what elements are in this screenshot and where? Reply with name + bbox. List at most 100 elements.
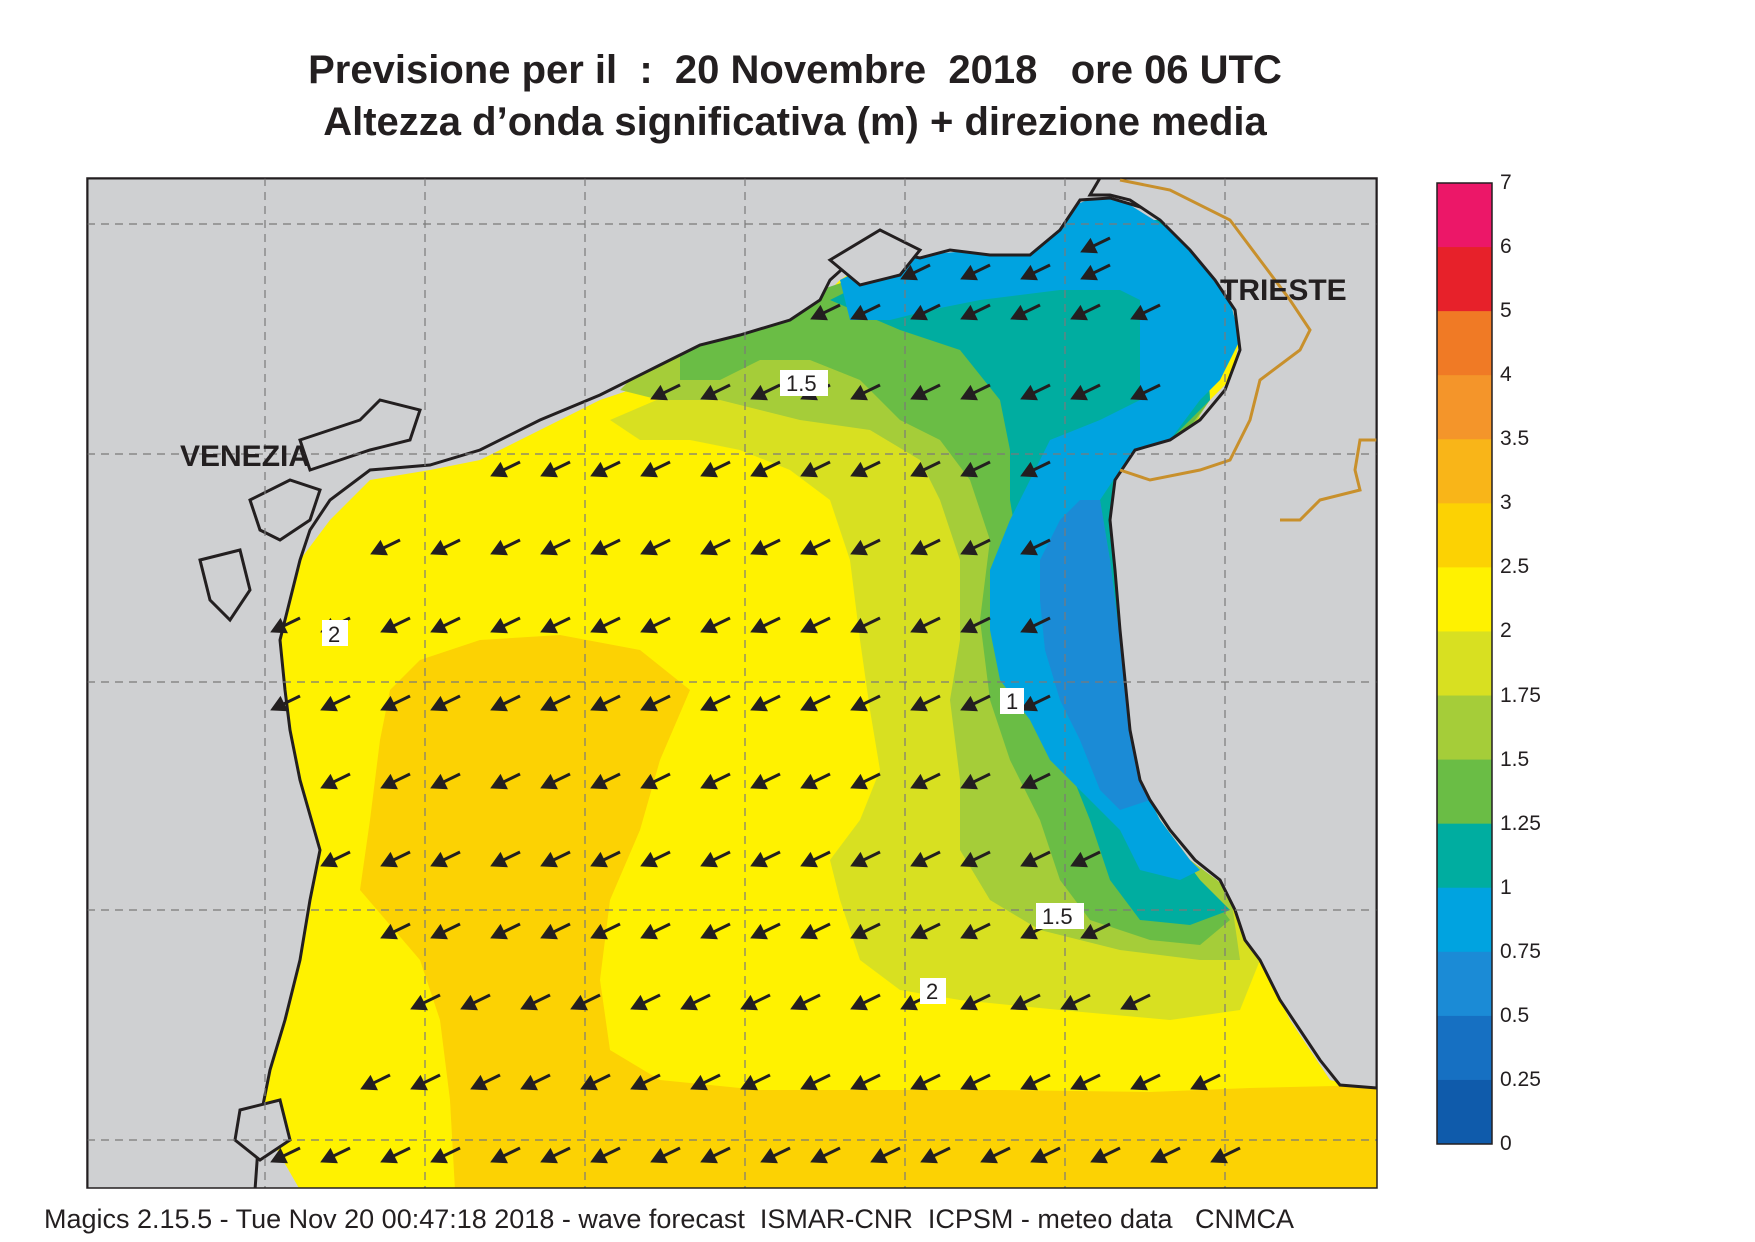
colorbar-label: 3 — [1500, 491, 1512, 515]
wave-arrow-head — [590, 1147, 608, 1164]
wave-arrow-head — [910, 617, 928, 634]
wave-arrow-head — [430, 851, 448, 868]
wave-arrow-head — [960, 695, 978, 712]
wave-arrow-head — [270, 617, 288, 634]
colorbar-swatch — [1437, 823, 1492, 889]
wave-arrow-head — [650, 384, 668, 401]
wave-arrow-head — [1010, 304, 1028, 321]
wave-arrow-head — [750, 923, 768, 940]
wave-arrow-head — [490, 923, 508, 940]
wave-band-2.5-3 — [360, 635, 1377, 1188]
wave-arrow-head — [960, 304, 978, 321]
wave-arrow-head — [910, 923, 928, 940]
wave-arrow-head — [540, 923, 558, 940]
wave-arrow-head — [430, 617, 448, 634]
wave-arrow-head — [370, 539, 388, 556]
wave-arrow-head — [850, 773, 868, 790]
colorbar-swatch — [1437, 439, 1492, 504]
colorbar-swatch — [1437, 951, 1492, 1017]
colorbar-label: 5 — [1500, 299, 1512, 323]
wave-arrow-head — [1150, 1147, 1168, 1164]
wave-arrow-head — [800, 539, 818, 556]
wave-arrow-head — [580, 1074, 598, 1091]
wave-arrow-head — [490, 539, 508, 556]
wave-arrow-head — [1070, 1074, 1088, 1091]
wave-arrow-head — [520, 1074, 538, 1091]
wave-arrow-head — [630, 1074, 648, 1091]
wave-arrow-head — [640, 617, 658, 634]
wave-arrow-head — [640, 539, 658, 556]
map-frame — [86, 177, 1378, 1189]
wave-arrow-head — [470, 1074, 488, 1091]
contour-label: 1.5 — [1042, 904, 1073, 929]
wave-arrow-head — [910, 773, 928, 790]
wave-arrow-head — [790, 994, 808, 1011]
wave-arrow-head — [410, 994, 428, 1011]
wave-arrow-head — [960, 264, 978, 281]
colorbar-label: 1.75 — [1500, 683, 1541, 707]
wave-arrow-head — [700, 617, 718, 634]
contour-labels: 1.5 2 1 1.5 2 — [322, 370, 1084, 1004]
wave-arrow-head — [850, 695, 868, 712]
wave-arrow-head — [800, 695, 818, 712]
wave-arrow-head — [380, 923, 398, 940]
land-east — [1087, 178, 1377, 1090]
wave-arrow-head — [910, 461, 928, 478]
wave-arrow-head — [490, 461, 508, 478]
wave-arrow-head — [1070, 851, 1088, 868]
colorbar-label: 4 — [1500, 363, 1512, 387]
wave-arrow-head — [700, 695, 718, 712]
border-line-2 — [1280, 438, 1377, 522]
wave-arrow-head — [1130, 1074, 1148, 1091]
wave-arrow-head — [540, 851, 558, 868]
wave-arrow-head — [910, 304, 928, 321]
wave-arrow-head — [380, 851, 398, 868]
wave-arrow-head — [1190, 1074, 1208, 1091]
wave-arrow-head — [960, 994, 978, 1011]
wave-arrow-head — [1010, 994, 1028, 1011]
wave-arrow-head — [1130, 304, 1148, 321]
wave-arrow-head — [640, 695, 658, 712]
colorbar-label: 3.5 — [1500, 427, 1530, 451]
wave-arrow-head — [570, 994, 588, 1011]
wave-arrow-head — [1020, 1074, 1038, 1091]
colorbar-label: 0.5 — [1500, 1003, 1530, 1027]
wave-arrow-head — [1020, 617, 1038, 634]
wave-arrow-head — [960, 461, 978, 478]
wave-arrow-head — [1090, 1147, 1108, 1164]
wave-arrow-head — [800, 773, 818, 790]
colorbar — [1437, 183, 1492, 1145]
wave-arrow-head — [590, 851, 608, 868]
wave-arrow-head — [490, 695, 508, 712]
colorbar-label: 0.75 — [1500, 939, 1541, 963]
wave-arrow-head — [490, 617, 508, 634]
wave-arrow-head — [380, 617, 398, 634]
wave-arrow-head — [750, 851, 768, 868]
colorbar-swatch — [1437, 1079, 1492, 1145]
wave-arrow-head — [910, 695, 928, 712]
colorbar-swatch — [1437, 567, 1492, 632]
wave-arrow-head — [910, 851, 928, 868]
wave-arrow-head — [700, 851, 718, 868]
wave-arrow-head — [750, 539, 768, 556]
wave-arrow-head — [700, 539, 718, 556]
city-label-venezia: VENEZIA — [180, 440, 310, 473]
wave-arrow-head — [1120, 994, 1138, 1011]
wave-arrow-head — [650, 1147, 668, 1164]
wave-arrow-head — [320, 695, 338, 712]
colorbar-label: 7 — [1500, 171, 1512, 194]
wave-arrow-head — [850, 304, 868, 321]
wave-arrow-head — [590, 461, 608, 478]
wave-arrow-head — [850, 384, 868, 401]
wave-arrow-head — [850, 539, 868, 556]
wave-arrow-head — [1020, 923, 1038, 940]
wave-arrow-head — [900, 264, 918, 281]
wave-arrow-head — [1020, 461, 1038, 478]
colorbar-swatch — [1437, 183, 1492, 248]
wave-arrow-head — [1070, 304, 1088, 321]
wave-arrow-head — [700, 923, 718, 940]
wave-arrow-head — [490, 1147, 508, 1164]
wave-arrow-head — [910, 1074, 928, 1091]
wave-arrow-head — [850, 1074, 868, 1091]
wave-arrow-head — [960, 851, 978, 868]
